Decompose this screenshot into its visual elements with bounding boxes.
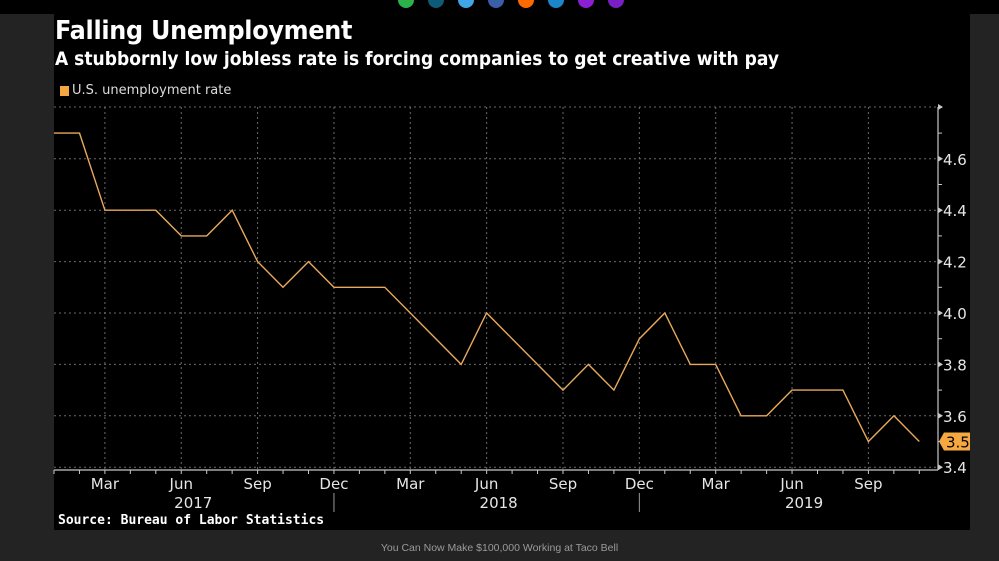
y-tick-marker xyxy=(938,361,943,368)
slide-dot-4[interactable] xyxy=(518,0,534,8)
x-tick-label: Sep xyxy=(549,475,577,493)
slide-dot-7[interactable] xyxy=(608,0,624,8)
article-caption[interactable]: You Can Now Make $100,000 Working at Tac… xyxy=(380,542,619,554)
slide-dot-1[interactable] xyxy=(428,0,444,8)
y-tick-marker xyxy=(938,258,943,265)
y-tick-marker xyxy=(938,412,943,419)
chart-subtitle: A stubbornly low jobless rate is forcing… xyxy=(55,48,780,70)
slide-dot-2[interactable] xyxy=(458,0,474,8)
x-year-label: 2017 xyxy=(174,494,212,512)
legend: U.S. unemployment rate xyxy=(60,83,231,98)
slide-indicator-dots xyxy=(398,0,624,8)
x-tick-label: Mar xyxy=(702,475,731,493)
source-note: Source: Bureau of Labor Statistics xyxy=(58,513,325,528)
legend-swatch-icon xyxy=(60,85,69,96)
slide-dot-3[interactable] xyxy=(488,0,504,8)
y-tick-label: 4.2 xyxy=(943,254,967,272)
y-tick-label: 4.6 xyxy=(943,151,967,169)
y-axis-arrow-icon xyxy=(938,104,943,110)
x-tick-label: Jun xyxy=(779,475,803,493)
slide-dot-6[interactable] xyxy=(578,0,594,8)
slide-dot-5[interactable] xyxy=(548,0,564,8)
x-tick-label: Mar xyxy=(91,475,120,493)
x-tick-label: Mar xyxy=(396,475,425,493)
x-tick-label: Jun xyxy=(474,475,498,493)
x-tick-label: Dec xyxy=(319,475,348,493)
x-year-label: 2019 xyxy=(785,494,823,512)
x-tick-label: Jun xyxy=(169,475,193,493)
last-value-badge xyxy=(939,432,970,451)
y-tick-label: 3.4 xyxy=(943,459,967,477)
y-tick-marker xyxy=(938,310,943,316)
y-tick-label: 3.6 xyxy=(943,408,967,426)
last-value-label: 3.5 xyxy=(946,434,970,452)
x-tick-label: Sep xyxy=(854,475,882,493)
y-tick-label: 4.4 xyxy=(943,202,967,220)
top-bar xyxy=(0,0,999,14)
legend-label: U.S. unemployment rate xyxy=(72,83,232,98)
chart-title: Falling Unemployment xyxy=(55,16,353,46)
y-tick-marker xyxy=(938,464,943,471)
y-tick-marker xyxy=(938,207,943,214)
y-tick-label: 4.0 xyxy=(943,305,967,323)
x-year-label: 2018 xyxy=(480,494,518,512)
y-tick-marker xyxy=(938,155,943,162)
slide-dot-0[interactable] xyxy=(398,0,414,8)
x-tick-label: Dec xyxy=(625,475,654,493)
x-tick-label: Sep xyxy=(243,475,271,493)
y-tick-label: 3.8 xyxy=(943,356,967,374)
chart-panel xyxy=(54,14,970,530)
